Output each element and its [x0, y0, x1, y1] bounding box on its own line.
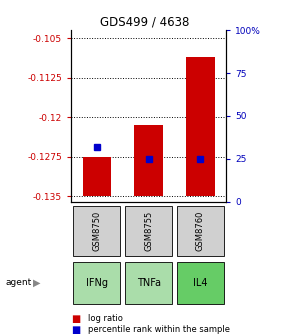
Text: ▶: ▶ [33, 278, 41, 288]
Text: GDS499 / 4638: GDS499 / 4638 [100, 15, 190, 28]
Bar [73, 206, 120, 256]
Text: agent: agent [6, 279, 32, 287]
Bar [134, 125, 163, 196]
Text: ■: ■ [71, 325, 80, 335]
Text: IFNg: IFNg [86, 278, 108, 288]
Text: GSM8760: GSM8760 [196, 211, 205, 251]
Bar [125, 262, 172, 304]
Bar [186, 56, 215, 196]
Bar [83, 157, 111, 196]
Bar [177, 206, 224, 256]
Text: GSM8750: GSM8750 [93, 211, 102, 251]
Text: log ratio: log ratio [88, 314, 123, 323]
Bar [177, 262, 224, 304]
Text: TNFa: TNFa [137, 278, 161, 288]
Bar [73, 262, 120, 304]
Text: IL4: IL4 [193, 278, 208, 288]
Text: GSM8755: GSM8755 [144, 211, 153, 251]
Text: percentile rank within the sample: percentile rank within the sample [88, 326, 231, 334]
Text: ■: ■ [71, 313, 80, 324]
Bar [125, 206, 172, 256]
